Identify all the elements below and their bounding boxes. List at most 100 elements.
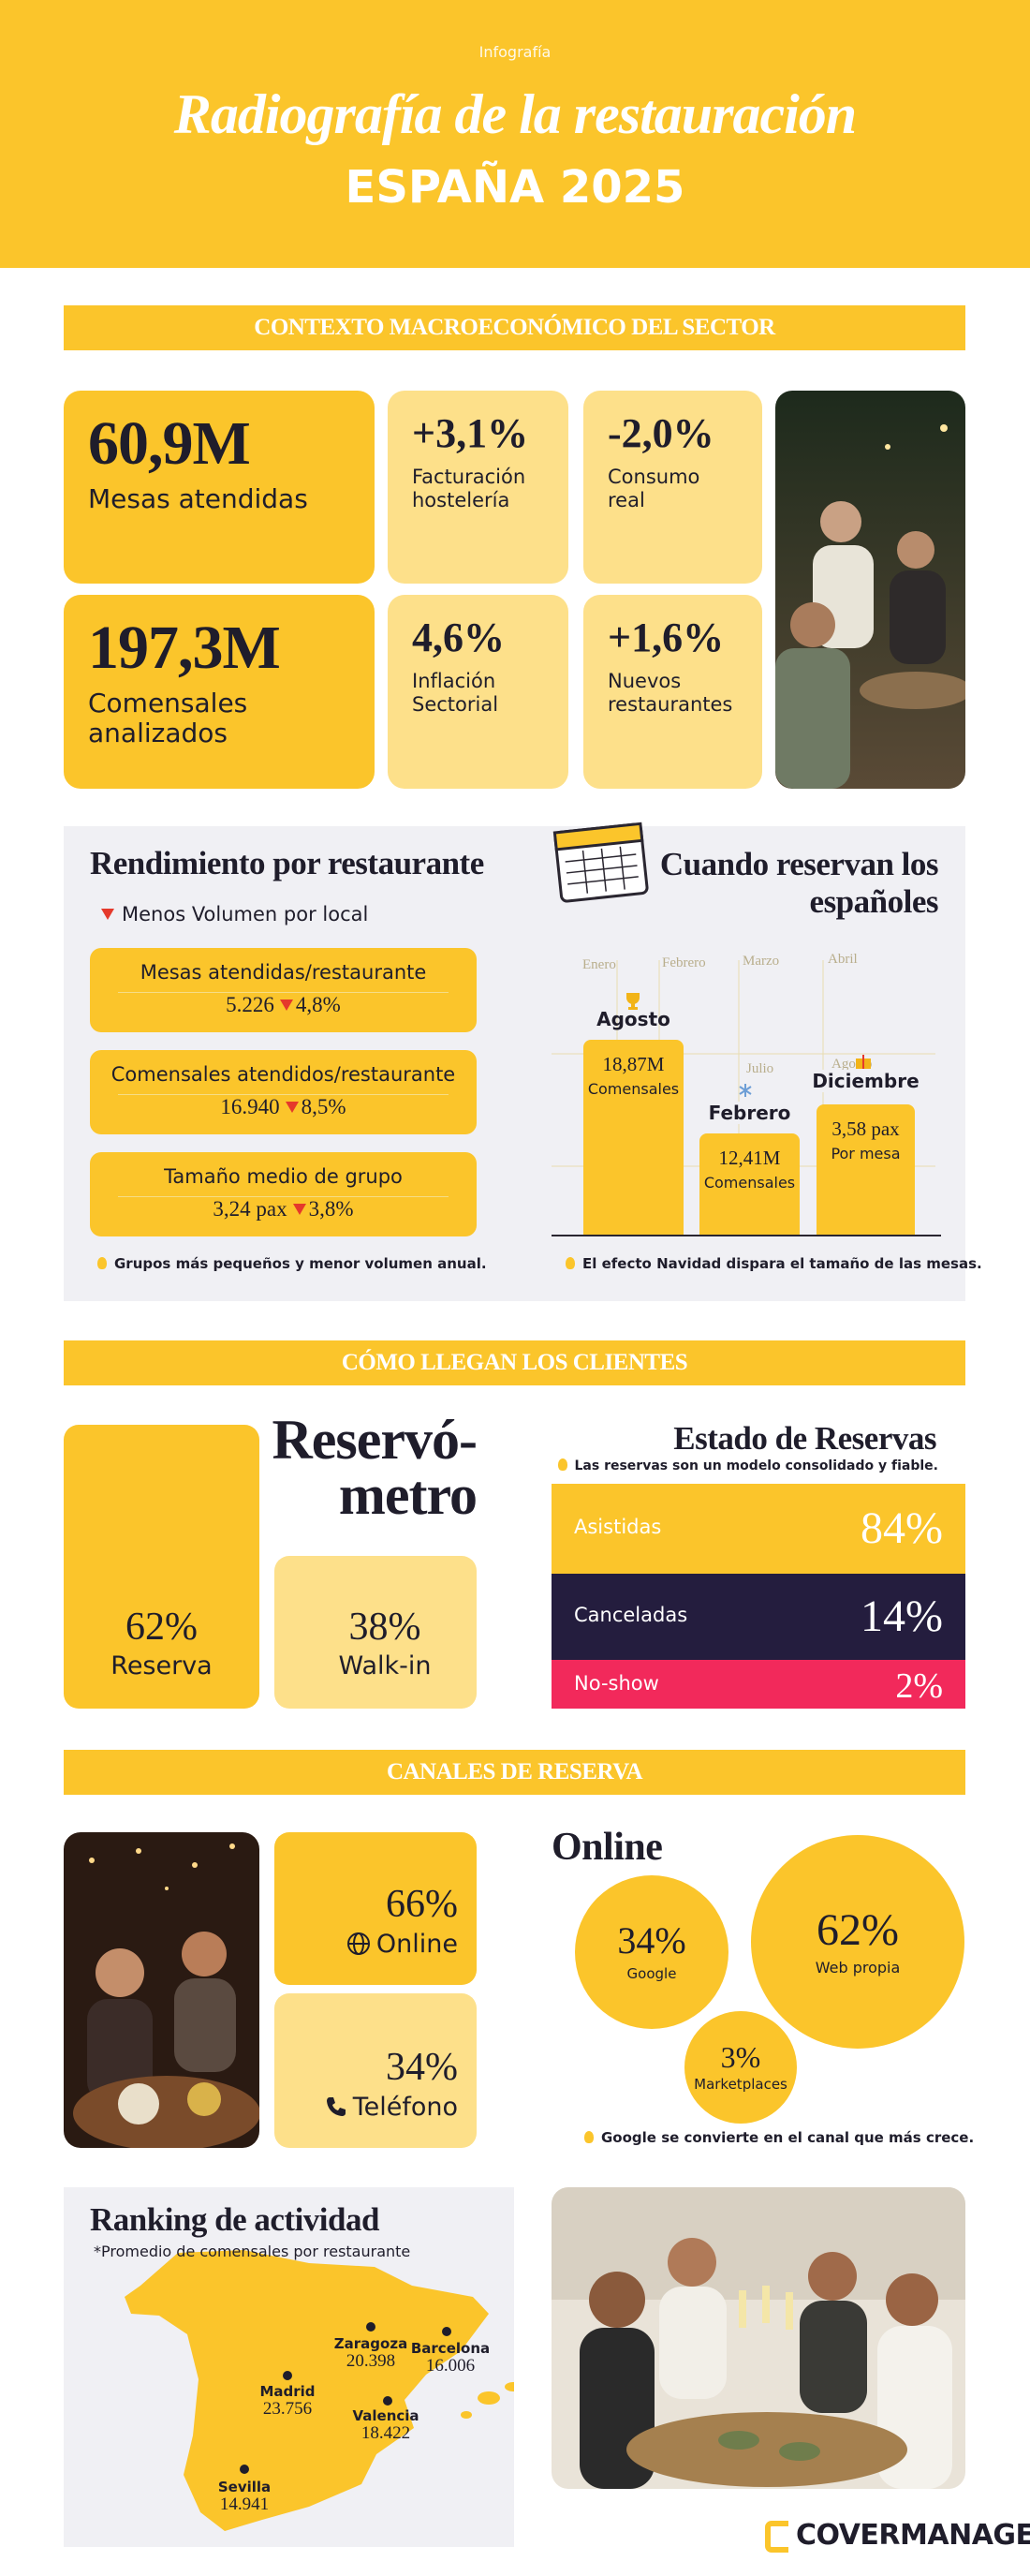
city-label: Madrid 23.756 bbox=[231, 2383, 344, 2418]
city-name: Barcelona bbox=[410, 2340, 491, 2357]
note-text: Menos Volumen por local bbox=[122, 903, 369, 925]
city-value: 14.941 bbox=[219, 2495, 270, 2514]
down-icon bbox=[279, 999, 293, 1011]
month-label: Marzo bbox=[743, 954, 780, 969]
status-label: No-show bbox=[574, 1672, 659, 1695]
footnote: Grupos más pequeños y menor volumen anua… bbox=[97, 1255, 487, 1272]
stat-value: +1,6% bbox=[608, 614, 725, 660]
footnote-text: El efecto Navidad dispara el tamaño de l… bbox=[582, 1255, 982, 1272]
stat-card: 4,6% Inflación Sectorial bbox=[388, 595, 568, 789]
divider bbox=[118, 1094, 449, 1095]
header: Infografía Radiografía de la restauració… bbox=[0, 0, 1030, 268]
panel-title: Cuando reservan los españoles bbox=[659, 846, 939, 920]
city-label: Sevilla 14.941 bbox=[188, 2479, 301, 2513]
channel-bubble: 34% Google bbox=[575, 1875, 728, 2029]
divider bbox=[118, 992, 449, 993]
highlight-unit: Por mesa bbox=[831, 1145, 901, 1162]
photo bbox=[552, 2187, 965, 2489]
down-icon bbox=[292, 1204, 306, 1215]
spain-map bbox=[125, 2250, 514, 2531]
stat-label: Nuevos restaurantes bbox=[608, 670, 733, 717]
note: *Promedio de comensales por restaurante bbox=[94, 2243, 411, 2260]
city-label: Barcelona 16.006 bbox=[394, 2340, 507, 2375]
globe-icon bbox=[346, 1932, 370, 1955]
highlight-value: 18,87M bbox=[602, 1053, 665, 1075]
month-label: Enero bbox=[582, 957, 616, 972]
note: Menos Volumen por local bbox=[101, 903, 368, 925]
share-value: 38% bbox=[348, 1606, 421, 1649]
city-label: Zaragoza 20.398 bbox=[315, 2335, 427, 2370]
photo-art bbox=[775, 391, 965, 789]
metric-value-line: 5.226 4,8% bbox=[90, 993, 477, 1017]
highlight-value: 3,58 pax bbox=[831, 1118, 900, 1140]
stat-card: 197,3M Comensales analizados bbox=[64, 595, 375, 789]
down-icon bbox=[285, 1102, 299, 1113]
baseline bbox=[552, 1235, 941, 1236]
bubble-value: 34% bbox=[617, 1919, 686, 1962]
status-value: 2% bbox=[895, 1666, 943, 1706]
brand-icon bbox=[765, 2521, 788, 2553]
status-label: Canceladas bbox=[574, 1604, 688, 1626]
stat-label: Inflación Sectorial bbox=[412, 670, 499, 717]
city-name: Sevilla bbox=[217, 2479, 272, 2495]
status-value: 14% bbox=[861, 1591, 943, 1641]
down-icon bbox=[101, 909, 114, 920]
section-heading: CONTEXTO MACROECONÓMICO DEL SECTOR bbox=[64, 305, 965, 350]
stat-label: Comensales analizados bbox=[88, 688, 248, 749]
highlight-month: Agosto bbox=[596, 1008, 670, 1030]
meter-title-line: Reservó- bbox=[272, 1409, 478, 1471]
metric-box: Tamaño medio de grupo 3,24 pax 3,8% bbox=[90, 1152, 477, 1236]
stat-value: -2,0% bbox=[608, 410, 714, 456]
share-card: 62% Reserva bbox=[64, 1425, 259, 1709]
city-value: 16.006 bbox=[425, 2356, 476, 2376]
metric-value-line: 3,24 pax 3,8% bbox=[90, 1197, 477, 1221]
metric-value: 16.940 bbox=[220, 1095, 280, 1118]
channel-bubble: 62% Web propia bbox=[751, 1835, 964, 2049]
metric-value: 5.226 bbox=[226, 993, 274, 1016]
month-label: Febrero bbox=[662, 955, 706, 970]
snow-icon bbox=[739, 1084, 752, 1097]
channel-label-line: Online bbox=[274, 1930, 458, 1959]
footnote: El efecto Navidad dispara el tamaño de l… bbox=[566, 1255, 982, 1272]
status-row: Asistidas 84% bbox=[552, 1484, 965, 1574]
share-label: Walk-in bbox=[338, 1651, 432, 1680]
city-name: Madrid bbox=[259, 2383, 316, 2400]
metric-value: 3,24 pax bbox=[213, 1197, 287, 1221]
status-row: No-show 2% bbox=[552, 1660, 965, 1709]
share-value: 62% bbox=[125, 1606, 198, 1649]
highlight-unit: Comensales bbox=[703, 1174, 796, 1192]
highlight-bar: 12,41M Comensales bbox=[699, 1133, 800, 1236]
stat-value: 4,6% bbox=[412, 614, 505, 660]
photo-art bbox=[64, 1832, 259, 2148]
bubble-label: Web propia bbox=[815, 1958, 901, 1976]
photo-art bbox=[552, 2187, 965, 2489]
photo bbox=[64, 1832, 259, 2148]
stat-card: +3,1% Facturación hostelería bbox=[388, 391, 568, 584]
metric-label: Mesas atendidas/restaurante bbox=[140, 961, 427, 984]
share-label: Reserva bbox=[110, 1651, 213, 1680]
metric-change: 3,8% bbox=[308, 1197, 354, 1221]
metric-label: Comensales atendidos/restaurante bbox=[110, 1063, 456, 1086]
bulb-icon bbox=[566, 1257, 575, 1269]
highlight-unit: Comensales bbox=[587, 1080, 680, 1098]
channel-label-line: Teléfono bbox=[274, 2093, 458, 2122]
footnote-text: Grupos más pequeños y menor volumen anua… bbox=[114, 1255, 487, 1272]
trophy-icon bbox=[626, 993, 640, 1010]
footnote-text: Google se convierte en el canal que más … bbox=[601, 2129, 975, 2146]
stat-card: 60,9M Mesas atendidas bbox=[64, 391, 375, 584]
highlight-month: Febrero bbox=[699, 1102, 800, 1124]
status-value: 84% bbox=[861, 1503, 943, 1553]
stat-label: Mesas atendidas bbox=[88, 483, 308, 514]
note-text: Las reservas son un modelo consolidado y… bbox=[574, 1458, 939, 1473]
city-value: 18.422 bbox=[360, 2423, 411, 2443]
stat-label: Consumo real bbox=[608, 466, 700, 512]
photo bbox=[775, 391, 965, 789]
meter-title-line: metro bbox=[338, 1464, 478, 1526]
status-row: Canceladas 14% bbox=[552, 1574, 965, 1660]
city-value: 23.756 bbox=[262, 2399, 313, 2419]
panel-title: Online bbox=[552, 1826, 663, 1869]
bubble-value: 62% bbox=[817, 1904, 899, 1955]
highlight-month: Diciembre bbox=[807, 1070, 924, 1092]
